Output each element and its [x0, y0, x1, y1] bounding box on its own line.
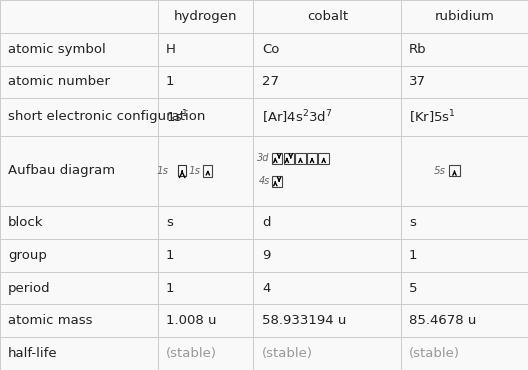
Bar — [158, 0, 253, 33]
Text: 1: 1 — [166, 249, 174, 262]
Bar — [272, 176, 282, 187]
Text: period: period — [8, 282, 51, 295]
Bar — [158, 136, 253, 206]
Bar — [253, 206, 401, 239]
Bar — [401, 239, 528, 272]
Text: 85.4678 u: 85.4678 u — [409, 314, 476, 327]
Bar — [158, 272, 253, 305]
Text: rubidium: rubidium — [435, 10, 495, 23]
Bar — [272, 153, 282, 164]
Bar — [253, 337, 401, 370]
Bar — [0, 65, 158, 98]
Text: 1s: 1s — [188, 166, 201, 176]
Text: $\rm[Kr]5s^1$: $\rm[Kr]5s^1$ — [409, 108, 456, 126]
Text: Co: Co — [262, 43, 280, 56]
Text: 1s: 1s — [157, 166, 169, 176]
Text: atomic symbol: atomic symbol — [8, 43, 106, 56]
Bar — [158, 98, 253, 136]
Text: 1: 1 — [409, 249, 417, 262]
Text: 4: 4 — [262, 282, 271, 295]
Text: (stable): (stable) — [166, 347, 217, 360]
Bar — [158, 305, 253, 337]
Text: half-life: half-life — [8, 347, 58, 360]
Bar — [318, 153, 329, 164]
Bar — [307, 153, 317, 164]
Bar — [178, 165, 186, 176]
Bar — [0, 305, 158, 337]
Bar — [158, 239, 253, 272]
Bar — [0, 272, 158, 305]
Bar — [401, 98, 528, 136]
Text: block: block — [8, 216, 43, 229]
Text: 5: 5 — [409, 282, 417, 295]
Text: (stable): (stable) — [262, 347, 313, 360]
Text: short electronic configuration: short electronic configuration — [8, 111, 205, 124]
Bar — [158, 337, 253, 370]
Bar — [253, 305, 401, 337]
Text: (stable): (stable) — [409, 347, 460, 360]
Bar — [158, 65, 253, 98]
Text: H: H — [166, 43, 176, 56]
Bar — [253, 65, 401, 98]
Text: 9: 9 — [262, 249, 271, 262]
Text: Rb: Rb — [409, 43, 427, 56]
Text: group: group — [8, 249, 47, 262]
Bar — [401, 337, 528, 370]
Bar — [253, 0, 401, 33]
Bar — [401, 33, 528, 65]
Bar — [0, 98, 158, 136]
Text: 3d: 3d — [257, 153, 270, 163]
Bar — [401, 65, 528, 98]
Bar — [295, 153, 306, 164]
Bar — [203, 165, 212, 177]
Bar — [0, 33, 158, 65]
Text: s: s — [409, 216, 416, 229]
Bar — [401, 305, 528, 337]
Bar — [401, 206, 528, 239]
Text: 4s: 4s — [258, 176, 270, 186]
Bar — [253, 33, 401, 65]
Bar — [0, 337, 158, 370]
Bar — [253, 239, 401, 272]
Bar — [449, 165, 460, 176]
Bar — [253, 272, 401, 305]
Text: 37: 37 — [409, 75, 426, 88]
Bar — [253, 98, 401, 136]
Bar — [158, 33, 253, 65]
Bar — [401, 136, 528, 206]
Text: 58.933194 u: 58.933194 u — [262, 314, 347, 327]
Text: 1: 1 — [166, 282, 174, 295]
Text: $1s^1$: $1s^1$ — [166, 109, 189, 125]
Bar — [401, 0, 528, 33]
Text: hydrogen: hydrogen — [174, 10, 238, 23]
Text: Aufbau diagram: Aufbau diagram — [8, 164, 115, 177]
Bar — [253, 136, 401, 206]
Bar — [0, 0, 158, 33]
Bar — [0, 136, 158, 206]
Text: 5s: 5s — [434, 166, 446, 176]
Text: d: d — [262, 216, 271, 229]
Text: atomic number: atomic number — [8, 75, 110, 88]
Text: 1.008 u: 1.008 u — [166, 314, 216, 327]
Text: cobalt: cobalt — [307, 10, 348, 23]
Bar — [0, 239, 158, 272]
Bar — [158, 206, 253, 239]
Text: 27: 27 — [262, 75, 279, 88]
Bar — [401, 272, 528, 305]
Text: 1: 1 — [166, 75, 174, 88]
Text: s: s — [166, 216, 173, 229]
Text: atomic mass: atomic mass — [8, 314, 92, 327]
Bar — [284, 153, 294, 164]
Bar — [0, 206, 158, 239]
Text: $\rm[Ar]4s^23d^7$: $\rm[Ar]4s^23d^7$ — [262, 108, 333, 126]
